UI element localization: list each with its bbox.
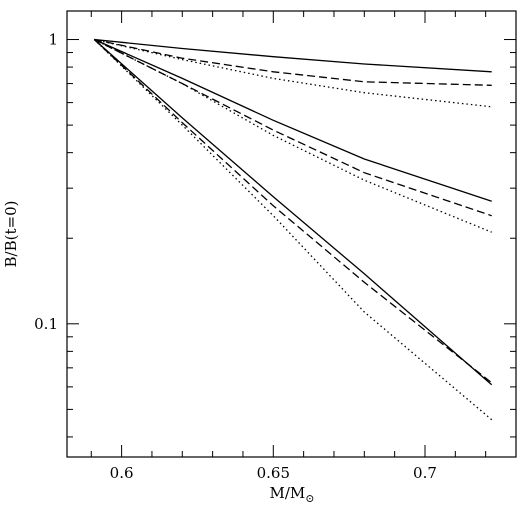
- x-tick-label: 0.7: [413, 464, 437, 482]
- x-tick-label: 0.65: [257, 464, 290, 482]
- plot-frame: [66, 10, 517, 458]
- series-line-dashed-2: [94, 38, 492, 86]
- x-axis-label: M/M⊙: [270, 484, 315, 505]
- axis-ticks: [67, 11, 516, 457]
- series-layer: [93, 38, 493, 421]
- series-line-dashed-5: [94, 38, 492, 217]
- series-line-solid-4: [94, 38, 492, 202]
- y-axis-label: B/B(t=0): [2, 201, 20, 268]
- series-line-dotted-6: [94, 38, 492, 233]
- y-tick-label: 1: [48, 31, 58, 49]
- series-line-dotted-3: [94, 38, 492, 108]
- series-line-solid-7: [93, 39, 493, 386]
- series-line-solid-1: [94, 38, 492, 73]
- series-line-dashed-8: [93, 39, 493, 384]
- x-tick-label: 0.6: [110, 464, 134, 482]
- tick-labels: 0.6 0.65 0.7 0.1 1: [34, 31, 437, 482]
- series-line-dotted-9: [93, 39, 493, 421]
- y-tick-label: 0.1: [34, 315, 58, 333]
